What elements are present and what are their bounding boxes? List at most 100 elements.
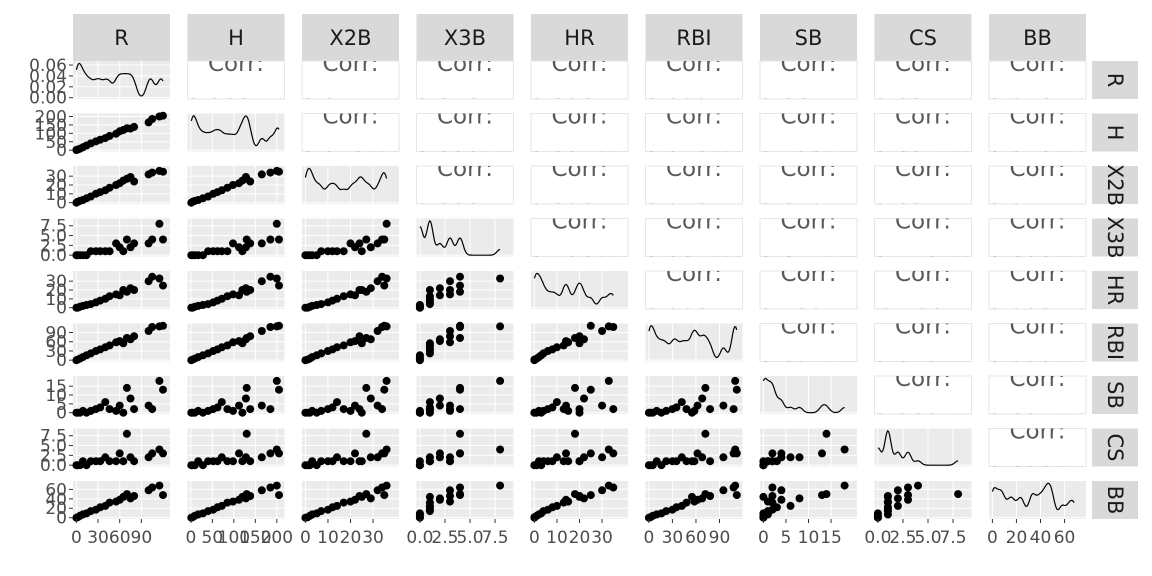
y-tick-label-BB-60: 60	[45, 480, 67, 500]
point-HR-X2B-14	[367, 284, 375, 292]
point-SB-X3B-12	[426, 409, 434, 417]
point-SB-X2B-9	[340, 405, 348, 413]
row-strip-label-BB: BB	[1103, 486, 1127, 515]
point-CS-SB-17	[768, 449, 776, 457]
panel-background	[188, 114, 285, 152]
point-SB-R-15	[130, 405, 138, 413]
point-BB-X2B-18	[383, 482, 391, 490]
point-CS-H-19	[275, 449, 283, 457]
point-SB-RBI-17	[730, 405, 738, 413]
point-SB-H-19	[275, 386, 283, 394]
y-tick-label-X3B-7.5: 7.5	[40, 217, 67, 237]
point-BB-HR-18	[605, 482, 613, 490]
point-BB-X3B-14	[436, 494, 444, 502]
point-CS-H-16	[258, 453, 266, 461]
point-BB-HR-15	[576, 492, 584, 500]
x-tick-label-SB-15: 15	[820, 528, 842, 548]
panel-SB-R	[72, 376, 170, 417]
point-X2B-H-16	[258, 170, 266, 178]
point-BB-RBI-19	[733, 491, 741, 499]
row-strip-label-CS: CS	[1103, 434, 1127, 462]
point-HR-R-19	[159, 282, 167, 290]
panel-BB-H	[187, 481, 284, 522]
point-RBI-R-19	[159, 322, 167, 330]
panel-BB-X2B	[301, 481, 399, 522]
point-SB-RBI-19	[733, 386, 741, 394]
point-X3B-X2B-19	[380, 236, 388, 244]
point-RBI-X3B-4	[416, 351, 424, 359]
point-X3B-R-12	[119, 247, 127, 255]
y-tick-label-R-0.06: 0.06	[29, 56, 67, 76]
point-SB-X2B-5	[317, 407, 325, 415]
point-BB-RBI-15	[706, 492, 714, 500]
x-tick-label-X3B-5.0: 5.0	[456, 528, 483, 548]
point-RBI-X2B-9	[340, 341, 348, 349]
point-BB-H-19	[275, 491, 283, 499]
point-SB-H-8	[218, 398, 226, 406]
column-strip-label-H: H	[228, 26, 244, 50]
point-CS-RBI-16	[719, 453, 727, 461]
x-tick-label-R-60: 60	[109, 528, 131, 548]
point-X2B-R-15	[130, 178, 138, 186]
point-HR-X2B-5	[317, 300, 325, 308]
x-tick-label-BB-20: 20	[1006, 528, 1028, 548]
point-BB-CS-8	[894, 502, 902, 510]
point-CS-X3B-18	[496, 446, 504, 454]
panel-background	[73, 61, 170, 99]
point-CS-HR-18	[605, 446, 613, 454]
point-HR-R-17	[148, 273, 156, 281]
point-SB-R-19	[159, 386, 167, 394]
x-tick-label-SB-5: 5	[781, 528, 792, 548]
point-CS-X3B-4	[416, 461, 424, 469]
point-X2B-H-15	[246, 178, 254, 186]
point-SB-X2B-13	[362, 384, 370, 392]
point-BB-CS-19	[904, 491, 912, 499]
point-SB-RBI-18	[731, 377, 739, 385]
column-strip-label-X3B: X3B	[444, 26, 486, 50]
column-strip-label-HR: HR	[564, 26, 594, 50]
x-tick-label-X2B-20: 20	[340, 528, 362, 548]
point-HR-X3B-18	[496, 275, 504, 283]
point-CS-HR-19	[587, 449, 595, 457]
point-BB-SB-14	[796, 494, 804, 502]
point-BB-CS-18	[914, 482, 922, 490]
point-X3B-R-13	[123, 236, 131, 244]
point-CS-R-12	[119, 457, 127, 465]
point-SB-X3B-14	[436, 395, 444, 403]
point-CS-SB-13	[823, 430, 831, 438]
point-CS-X2B-8	[333, 453, 341, 461]
point-BB-SB-18	[841, 482, 849, 490]
point-X3B-R-18	[155, 220, 163, 228]
x-tick-label-CS-0.0: 0.0	[864, 528, 891, 548]
point-CS-RBI-14	[698, 453, 706, 461]
point-RBI-R-17	[148, 323, 156, 331]
point-X3B-X2B-12	[358, 247, 366, 255]
point-HR-H-18	[273, 275, 281, 283]
point-X2B-H-19	[275, 168, 283, 176]
point-BB-CS-4	[874, 509, 882, 517]
column-strip-label-RBI: RBI	[676, 26, 711, 50]
point-SB-HR-17	[609, 405, 617, 413]
panel-CS-HR	[530, 429, 628, 470]
panel-SB-H	[187, 376, 284, 417]
point-RBI-X3B-12	[426, 339, 434, 347]
point-BB-X3B-17	[456, 484, 464, 492]
panel-CS-R	[72, 429, 170, 470]
point-HR-X3B-17	[456, 273, 464, 281]
point-BB-RBI-12	[688, 493, 696, 501]
x-tick-label-BB-0: 0	[987, 528, 998, 548]
point-CS-H-11	[235, 449, 243, 457]
point-SB-X3B-18	[496, 377, 504, 385]
row-strip-label-H: H	[1103, 125, 1127, 141]
panel-SB-RBI	[645, 376, 743, 417]
point-H-R-15	[130, 123, 138, 131]
point-BB-X2B-19	[380, 491, 388, 499]
point-SB-H-11	[235, 402, 243, 410]
panel-HR-H	[187, 271, 284, 312]
x-tick-label-RBI-0: 0	[643, 528, 654, 548]
point-RBI-HR-18	[605, 322, 613, 330]
panel-RBI-X3B	[416, 322, 514, 364]
x-tick-label-R-90: 90	[131, 528, 153, 548]
point-HR-X2B-18	[383, 275, 391, 283]
x-tick-label-CS-5.0: 5.0	[914, 528, 941, 548]
